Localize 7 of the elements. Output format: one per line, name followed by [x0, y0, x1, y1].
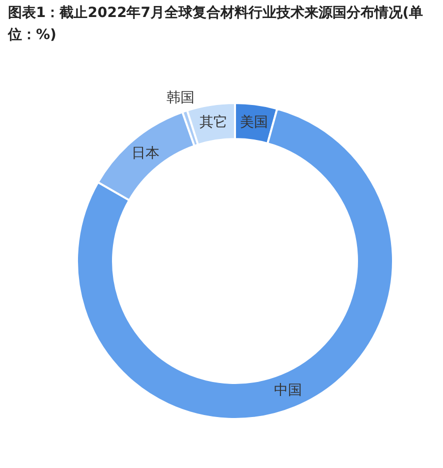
slice-label: 日本: [131, 145, 160, 162]
chart-title: 图表1：截止2022年7月全球复合材料行业技术来源国分布情况(单位：%): [8, 4, 424, 45]
slice-label: 韩国: [166, 90, 194, 106]
slice-label: 其它: [200, 114, 228, 131]
donut-slice: [97, 111, 196, 202]
slice-label: 美国: [240, 114, 268, 130]
slice-label: 中国: [274, 382, 302, 399]
